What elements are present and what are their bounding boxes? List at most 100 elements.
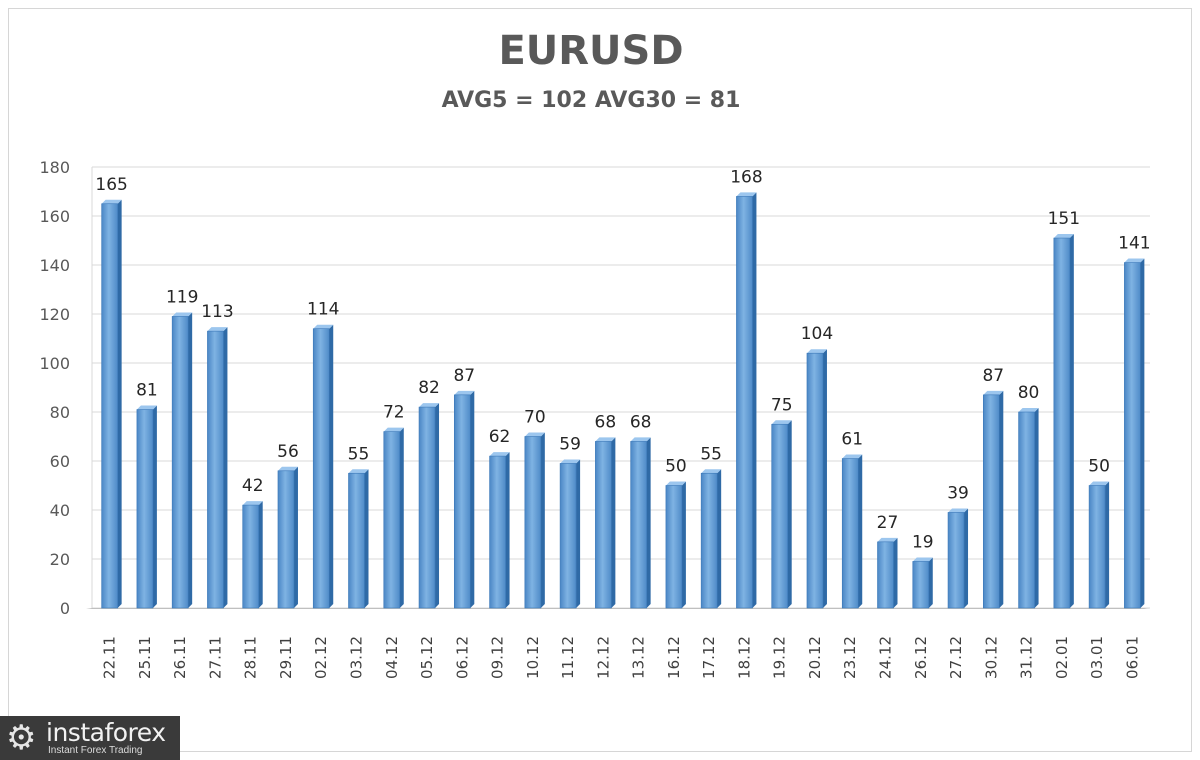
data-label: 80 [1018, 383, 1040, 403]
bar-side [752, 192, 757, 608]
data-label: 72 [383, 403, 405, 423]
bar-top [771, 420, 792, 425]
y-tick-label: 40 [50, 501, 70, 520]
data-label: 55 [348, 444, 370, 464]
data-label: 165 [95, 175, 127, 195]
bar [806, 352, 824, 609]
bar [489, 455, 506, 609]
bar-top [842, 454, 863, 459]
bar [524, 436, 542, 609]
bar-top [136, 405, 157, 410]
bar-side [293, 466, 298, 608]
x-tick-label: 19.12 [771, 636, 789, 679]
data-label: 61 [841, 430, 863, 450]
bar-side [787, 420, 792, 608]
x-tick-label: 29.11 [277, 636, 295, 679]
x-tick-label: 27.11 [206, 636, 224, 679]
data-label: 62 [489, 427, 511, 447]
bar-side [399, 427, 404, 608]
bar-side [329, 324, 334, 608]
x-tick-label: 03.12 [348, 636, 366, 679]
data-label: 68 [630, 412, 652, 432]
bar [312, 328, 330, 609]
bar-top [1089, 481, 1110, 486]
bar-side [152, 405, 157, 608]
bar-top [912, 557, 933, 562]
x-tick-label: 02.12 [312, 636, 330, 679]
data-label: 82 [418, 378, 440, 398]
bar [630, 441, 647, 609]
bar-top [454, 390, 475, 395]
bar [559, 463, 577, 609]
x-tick-label: 18.12 [735, 636, 753, 679]
data-label: 75 [771, 395, 793, 415]
bar-top [172, 312, 193, 317]
bar-side [611, 437, 616, 608]
bar [383, 431, 401, 609]
bar-side [1034, 408, 1039, 608]
x-tick-label: 31.12 [1018, 636, 1036, 679]
gear-icon: ⚙ [6, 719, 37, 757]
bar [207, 330, 224, 609]
x-tick-label: 26.12 [912, 636, 930, 679]
data-label: 81 [136, 381, 158, 401]
bar-top [560, 459, 581, 464]
bar [841, 458, 859, 609]
bar [277, 470, 295, 609]
bar-chart: 0 20 40 60 80 100 120 140 160 180 165 22.11 81 25.11 1… [39, 158, 1150, 679]
x-tick-label: 22.11 [101, 636, 119, 679]
y-tick-label: 140 [39, 256, 70, 275]
bar [665, 485, 683, 609]
bar-side [223, 327, 228, 608]
data-label: 104 [801, 324, 833, 344]
bar-side [540, 432, 545, 608]
bar [771, 423, 789, 609]
data-label: 87 [982, 366, 1004, 386]
bar-side [646, 437, 651, 608]
bar-side [717, 469, 722, 608]
y-tick-label: 120 [39, 305, 70, 324]
data-label: 27 [877, 513, 899, 533]
x-tick-label: 03.01 [1088, 636, 1106, 679]
bar [700, 472, 718, 609]
x-tick-label: 20.12 [806, 636, 824, 679]
bar-top [701, 469, 722, 474]
x-tick-label: 27.12 [947, 636, 965, 679]
bar-top [524, 432, 545, 437]
bar [736, 196, 753, 609]
bar-top [207, 327, 228, 332]
x-tick-label: 02.01 [1053, 636, 1071, 679]
bar-top [948, 508, 969, 513]
bar-side [1140, 258, 1145, 608]
bar-top [630, 437, 651, 442]
bar [242, 504, 259, 609]
bar [947, 512, 965, 609]
bar-top [383, 427, 404, 432]
x-tick-label: 23.12 [841, 636, 859, 679]
data-label: 19 [912, 532, 934, 552]
bar [877, 541, 894, 609]
x-tick-label: 09.12 [489, 636, 507, 679]
data-label: 87 [453, 366, 475, 386]
x-tick-label: 25.11 [136, 636, 154, 679]
bar [1018, 411, 1035, 609]
bar-top [736, 192, 757, 197]
bar-side [505, 452, 510, 608]
bar [418, 406, 436, 609]
bar-top [665, 481, 686, 486]
x-tick-label: 16.12 [665, 636, 683, 679]
data-label: 50 [1088, 457, 1110, 477]
bar-side [822, 349, 827, 608]
logo-tagline: Instant Forex Trading [48, 745, 143, 756]
bar-side [928, 557, 933, 608]
bar-side [435, 403, 440, 608]
bar [912, 561, 930, 609]
logo-brand: instaforex [46, 718, 166, 747]
x-tick-label: 05.12 [418, 636, 436, 679]
x-tick-label: 06.12 [453, 636, 471, 679]
instaforex-logo: ⚙ instaforex Instant Forex Trading [0, 716, 180, 760]
bar-side [576, 459, 581, 608]
bar-top [806, 349, 827, 354]
bar-side [681, 481, 686, 608]
x-tick-label: 13.12 [630, 636, 648, 679]
